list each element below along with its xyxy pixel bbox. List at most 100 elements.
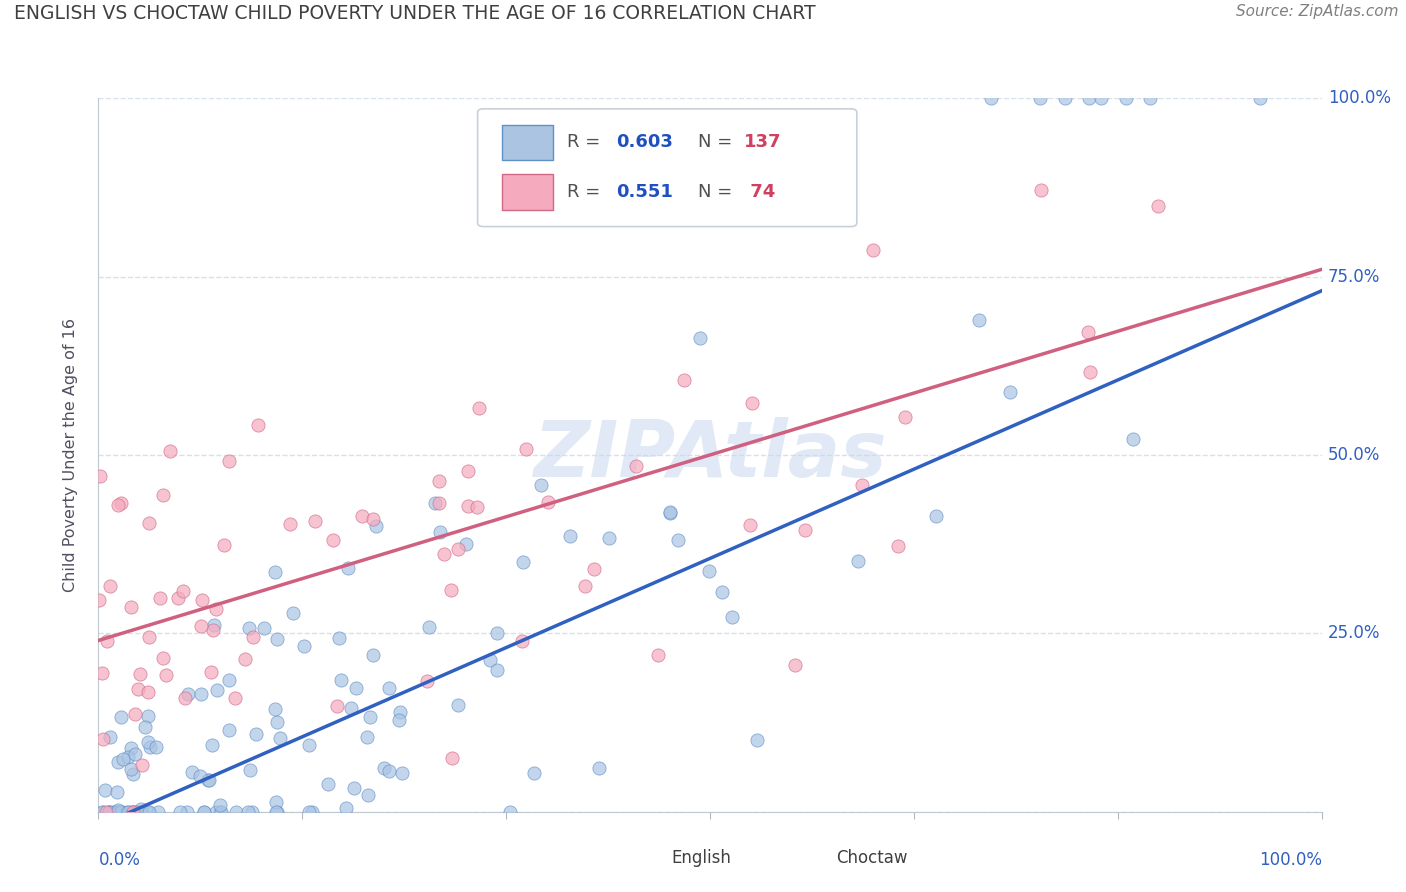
- Point: [266, 805, 288, 819]
- Point: [138, 630, 160, 644]
- Point: [120, 740, 142, 755]
- Point: [429, 475, 451, 489]
- Point: [115, 805, 138, 819]
- Point: [169, 805, 191, 819]
- Point: [298, 805, 321, 819]
- Text: 75.0%: 75.0%: [1327, 268, 1381, 285]
- Point: [468, 401, 491, 415]
- Point: [364, 519, 387, 533]
- Point: [246, 417, 269, 432]
- Text: 137: 137: [744, 134, 782, 152]
- Bar: [502, 125, 554, 161]
- Point: [212, 537, 235, 551]
- Point: [98, 805, 121, 819]
- Point: [848, 554, 870, 568]
- Point: [190, 687, 212, 701]
- Point: [336, 561, 359, 575]
- Point: [131, 758, 153, 772]
- Point: [783, 657, 806, 672]
- Point: [322, 533, 344, 548]
- Point: [152, 488, 174, 502]
- Point: [129, 666, 152, 681]
- Point: [205, 805, 228, 819]
- Point: [1078, 91, 1101, 105]
- Point: [356, 731, 378, 745]
- Text: 100.0%: 100.0%: [1327, 89, 1391, 107]
- Point: [429, 524, 451, 539]
- Point: [125, 805, 148, 819]
- Point: [124, 747, 146, 761]
- Point: [253, 621, 276, 635]
- Point: [359, 710, 381, 724]
- Point: [167, 591, 190, 605]
- Text: 0.0%: 0.0%: [98, 851, 141, 869]
- Point: [328, 631, 350, 645]
- Text: Source: ZipAtlas.com: Source: ZipAtlas.com: [1236, 4, 1399, 20]
- Point: [433, 547, 456, 561]
- Point: [134, 720, 156, 734]
- Text: 74: 74: [744, 184, 776, 202]
- Point: [266, 632, 288, 647]
- Point: [721, 609, 744, 624]
- Point: [108, 805, 131, 819]
- Point: [457, 499, 479, 513]
- Point: [176, 805, 198, 819]
- Point: [125, 805, 148, 819]
- Point: [96, 805, 118, 819]
- Point: [197, 772, 219, 787]
- Point: [188, 769, 211, 783]
- Point: [298, 738, 321, 752]
- Point: [967, 313, 990, 327]
- Point: [201, 623, 224, 637]
- Point: [172, 583, 194, 598]
- Text: 100.0%: 100.0%: [1258, 851, 1322, 869]
- Point: [283, 607, 305, 621]
- Point: [666, 533, 689, 547]
- Point: [104, 805, 127, 819]
- Point: [387, 713, 409, 727]
- Point: [887, 540, 910, 554]
- Point: [93, 732, 115, 747]
- Point: [105, 805, 128, 819]
- Point: [218, 673, 240, 688]
- Point: [598, 531, 620, 545]
- Point: [91, 665, 114, 680]
- Point: [122, 805, 145, 819]
- Point: [245, 727, 267, 741]
- Point: [107, 498, 129, 512]
- Point: [427, 496, 450, 510]
- Point: [515, 442, 537, 457]
- Point: [264, 805, 287, 819]
- Point: [120, 763, 142, 777]
- Point: [745, 733, 768, 747]
- Point: [110, 496, 132, 510]
- Point: [98, 579, 121, 593]
- Text: R =: R =: [567, 184, 606, 202]
- Point: [280, 517, 302, 532]
- Point: [117, 749, 139, 764]
- Point: [1122, 432, 1144, 446]
- Point: [344, 681, 367, 695]
- Point: [862, 243, 884, 257]
- Text: Choctaw: Choctaw: [837, 849, 907, 867]
- Point: [111, 752, 134, 766]
- Point: [209, 805, 232, 819]
- Point: [181, 765, 204, 780]
- Point: [209, 798, 232, 813]
- Point: [136, 709, 159, 723]
- Point: [264, 795, 287, 809]
- Point: [96, 633, 118, 648]
- Point: [440, 582, 463, 597]
- Point: [124, 706, 146, 721]
- Point: [201, 739, 224, 753]
- Bar: [502, 175, 554, 211]
- Point: [89, 469, 111, 483]
- Text: 0.603: 0.603: [616, 134, 672, 152]
- Point: [530, 478, 553, 492]
- Point: [139, 739, 162, 754]
- Point: [893, 409, 915, 424]
- Point: [924, 508, 946, 523]
- Point: [465, 500, 488, 514]
- Point: [120, 599, 142, 614]
- Point: [574, 579, 596, 593]
